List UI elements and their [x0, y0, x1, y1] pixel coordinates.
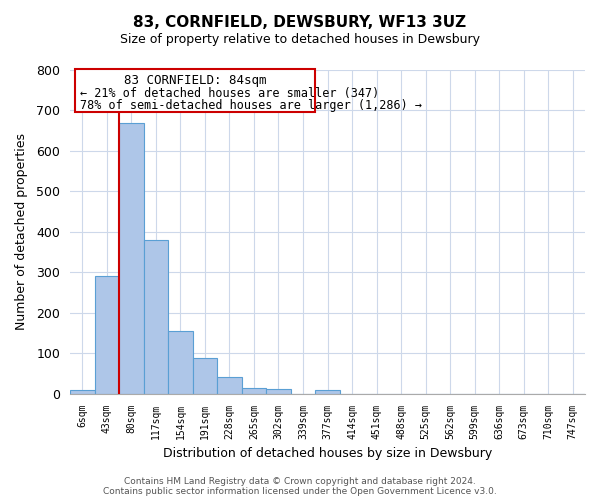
Bar	[315, 390, 340, 394]
Text: ← 21% of detached houses are smaller (347): ← 21% of detached houses are smaller (34…	[80, 86, 379, 100]
Bar	[266, 389, 291, 394]
Bar	[193, 358, 217, 394]
Y-axis label: Number of detached properties: Number of detached properties	[15, 134, 28, 330]
Bar	[119, 122, 143, 394]
X-axis label: Distribution of detached houses by size in Dewsbury: Distribution of detached houses by size …	[163, 447, 492, 460]
Bar	[168, 331, 193, 394]
Text: 83, CORNFIELD, DEWSBURY, WF13 3UZ: 83, CORNFIELD, DEWSBURY, WF13 3UZ	[133, 15, 467, 30]
Text: Contains HM Land Registry data © Crown copyright and database right 2024.: Contains HM Land Registry data © Crown c…	[124, 477, 476, 486]
Text: Size of property relative to detached houses in Dewsbury: Size of property relative to detached ho…	[120, 32, 480, 46]
Bar	[242, 388, 266, 394]
Bar	[70, 390, 95, 394]
Text: 83 CORNFIELD: 84sqm: 83 CORNFIELD: 84sqm	[124, 74, 266, 86]
Text: 78% of semi-detached houses are larger (1,286) →: 78% of semi-detached houses are larger (…	[80, 100, 422, 112]
Bar	[95, 276, 119, 394]
Bar	[217, 376, 242, 394]
Bar	[143, 240, 168, 394]
Text: Contains public sector information licensed under the Open Government Licence v3: Contains public sector information licen…	[103, 487, 497, 496]
